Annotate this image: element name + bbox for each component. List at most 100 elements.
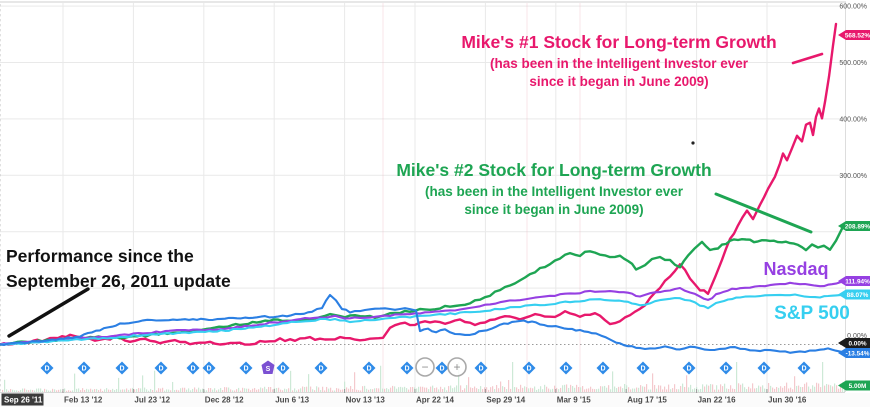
volume-bar (670, 389, 672, 392)
volume-bar (32, 389, 34, 392)
y-axis-tick-label: 300.00% (839, 173, 867, 180)
volume-bar (284, 388, 286, 392)
dividend-marker[interactable]: D (682, 361, 696, 375)
volume-bar (594, 389, 596, 392)
sp500-label: S&P 500 (774, 303, 850, 324)
volume-bar (338, 388, 340, 392)
volume-bar (114, 390, 116, 392)
dividend-marker[interactable]: D (77, 361, 91, 375)
volume-bar (100, 388, 102, 392)
volume-bar (468, 377, 470, 392)
volume-bar (542, 389, 544, 392)
volume-bar (660, 385, 662, 392)
volume-bar (268, 386, 270, 392)
volume-bar (738, 383, 740, 392)
zoom-out-button[interactable]: − (415, 357, 435, 377)
dividend-marker[interactable]: D (474, 361, 488, 375)
dividend-marker[interactable]: D (435, 361, 449, 375)
volume-bar (676, 389, 678, 392)
volume-bar (308, 374, 310, 392)
volume-bar (38, 388, 40, 392)
dividend-marker[interactable]: D (400, 361, 414, 375)
volume-bar (98, 390, 100, 392)
volume-bar (360, 390, 362, 392)
volume-bar (166, 389, 168, 392)
volume-bar (342, 389, 344, 392)
volume-bar (148, 390, 150, 392)
dividend-marker[interactable]: D (596, 361, 610, 375)
volume-bar (690, 384, 692, 392)
volume-bar (838, 388, 840, 392)
volume-bar (502, 386, 504, 392)
volume-bar (248, 388, 250, 392)
volume-bar (64, 388, 66, 392)
volume-bar (730, 385, 732, 392)
volume-bar (116, 388, 118, 392)
stray-dot (691, 141, 695, 145)
volume-bar (640, 385, 642, 392)
dividend-marker[interactable]: D (202, 361, 216, 375)
svg-text:Performance since the: Performance since the (6, 246, 194, 266)
volume-bar (404, 386, 406, 392)
volume-bar (290, 370, 292, 392)
volume-bar (612, 371, 614, 392)
volume-bar (56, 390, 58, 392)
dividend-marker[interactable]: D (239, 361, 253, 375)
volume-last-value-pill: 5.00M (838, 380, 870, 391)
volume-bar (422, 386, 424, 392)
dividend-marker[interactable]: D (636, 361, 650, 375)
volume-bar (16, 390, 18, 392)
volume-bar (276, 387, 278, 392)
split-marker[interactable]: S (261, 360, 275, 375)
volume-bar (480, 386, 482, 392)
volume-bar (734, 388, 736, 392)
dividend-marker[interactable]: D (314, 361, 328, 375)
svg-text:88.07%: 88.07% (847, 292, 869, 299)
volume-bar (644, 386, 646, 392)
volume-bar (4, 379, 6, 392)
volume-bar (446, 390, 448, 392)
volume-bar (602, 386, 604, 392)
dividend-marker[interactable]: D (186, 361, 200, 375)
svg-text:D: D (81, 366, 86, 373)
svg-text:D: D (600, 366, 605, 373)
dividend-marker[interactable]: D (757, 361, 771, 375)
volume-bar (60, 389, 62, 392)
volume-bar (242, 387, 244, 392)
dividend-marker[interactable]: D (362, 361, 376, 375)
dividend-marker[interactable]: D (559, 361, 573, 375)
dividend-marker[interactable]: D (154, 361, 168, 375)
volume-bar (144, 387, 146, 392)
volume-bar (298, 389, 300, 392)
plot-area[interactable] (0, 2, 845, 392)
dividend-marker[interactable]: D (40, 361, 54, 375)
volume-bar (96, 388, 98, 392)
volume-bar (400, 386, 402, 392)
volume-bar (656, 388, 658, 392)
dividend-marker[interactable]: D (276, 361, 290, 375)
volume-bar (672, 388, 674, 392)
volume-bar (168, 389, 170, 392)
nasdaq-label: Nasdaq (763, 259, 828, 279)
dividend-marker[interactable]: D (797, 361, 811, 375)
svg-text:-13.54%: -13.54% (846, 350, 870, 357)
volume-bar (712, 384, 714, 392)
volume-bar (588, 388, 590, 392)
volume-bar (372, 389, 374, 392)
dividend-marker[interactable]: D (522, 361, 536, 375)
svg-text:5.00M: 5.00M (849, 383, 867, 390)
date-label: Jan 22 '16 (698, 396, 736, 405)
volume-bar (792, 389, 794, 392)
dividend-marker[interactable]: D (719, 361, 733, 375)
zoom-in-button[interactable]: + (447, 357, 467, 377)
volume-bar (608, 385, 610, 392)
volume-bar (622, 388, 624, 392)
volume-bar (706, 384, 708, 392)
dividend-marker[interactable]: D (115, 361, 129, 375)
volume-bar (350, 386, 352, 392)
volume-bar (826, 383, 828, 392)
volume-bar (336, 388, 338, 392)
volume-bar (678, 389, 680, 392)
volume-bar (108, 389, 110, 392)
